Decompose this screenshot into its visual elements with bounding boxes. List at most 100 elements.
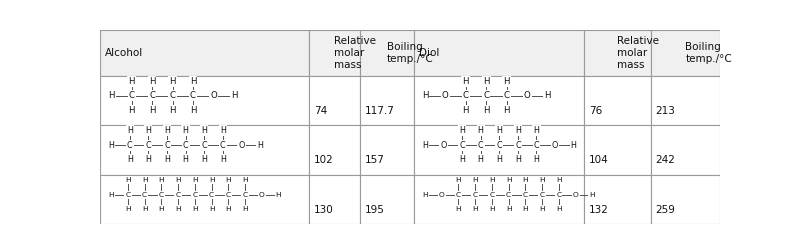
Text: H: H — [539, 206, 545, 212]
Text: H: H — [515, 126, 521, 135]
Text: C: C — [192, 192, 198, 198]
Text: H: H — [242, 206, 248, 212]
Text: H: H — [590, 192, 595, 198]
Bar — [100, 175, 309, 224]
Text: C: C — [159, 192, 164, 198]
Text: 117.7: 117.7 — [365, 106, 394, 116]
Text: H: H — [175, 177, 181, 183]
Bar — [309, 175, 360, 224]
Text: H: H — [462, 77, 469, 86]
Text: C: C — [504, 91, 510, 100]
Text: H: H — [506, 177, 511, 183]
Text: H: H — [220, 126, 226, 135]
Text: H: H — [539, 177, 545, 183]
Bar — [584, 125, 650, 175]
Text: C: C — [127, 141, 133, 150]
Text: H: H — [142, 177, 147, 183]
Text: H: H — [108, 192, 114, 198]
Text: H: H — [142, 206, 147, 212]
Text: H: H — [226, 177, 231, 183]
Text: Boiling
temp./°C: Boiling temp./°C — [686, 42, 732, 64]
Text: H: H — [149, 106, 155, 115]
Text: 242: 242 — [655, 155, 675, 165]
Text: H: H — [422, 91, 428, 100]
Text: H: H — [556, 206, 562, 212]
Text: O: O — [524, 91, 530, 100]
Text: H: H — [128, 77, 135, 86]
Text: 130: 130 — [314, 205, 334, 215]
Text: H: H — [108, 91, 114, 100]
Text: C: C — [126, 192, 130, 198]
Text: 76: 76 — [589, 106, 602, 116]
Text: H: H — [226, 206, 231, 212]
Text: Relative
molar
mass: Relative molar mass — [334, 37, 376, 70]
Text: H: H — [478, 126, 484, 135]
Text: C: C — [459, 141, 465, 150]
Text: H: H — [158, 177, 164, 183]
Text: H: H — [108, 141, 114, 150]
Text: H: H — [209, 206, 214, 212]
Text: H: H — [534, 155, 539, 164]
Text: H: H — [496, 155, 502, 164]
Text: H: H — [127, 126, 133, 135]
Text: H: H — [242, 177, 248, 183]
Bar — [584, 30, 650, 76]
Text: C: C — [129, 91, 134, 100]
Text: H: H — [472, 206, 478, 212]
Bar — [650, 125, 720, 175]
Text: H: H — [149, 77, 155, 86]
Text: H: H — [570, 141, 577, 150]
Bar — [414, 175, 584, 224]
Text: H: H — [192, 206, 198, 212]
Text: H: H — [506, 206, 511, 212]
Text: 132: 132 — [589, 205, 609, 215]
Bar — [650, 76, 720, 125]
Text: H: H — [522, 206, 528, 212]
Text: H: H — [489, 206, 494, 212]
Text: H: H — [146, 155, 151, 164]
Text: C: C — [483, 91, 490, 100]
Bar — [414, 76, 584, 125]
Text: C: C — [556, 192, 562, 198]
Text: C: C — [164, 141, 170, 150]
Text: C: C — [497, 141, 502, 150]
Text: H: H — [182, 155, 189, 164]
Bar — [360, 125, 414, 175]
Text: O: O — [438, 192, 445, 198]
Text: H: H — [276, 192, 282, 198]
Text: H: H — [202, 126, 207, 135]
Text: H: H — [459, 155, 465, 164]
Text: O: O — [210, 91, 217, 100]
Text: H: H — [422, 141, 428, 150]
Bar — [309, 30, 360, 76]
Text: 213: 213 — [655, 106, 675, 116]
Text: 74: 74 — [314, 106, 327, 116]
Text: 104: 104 — [589, 155, 609, 165]
Text: H: H — [192, 177, 198, 183]
Text: Diol: Diol — [418, 48, 439, 58]
Text: H: H — [522, 177, 528, 183]
Bar — [309, 125, 360, 175]
Text: C: C — [182, 141, 188, 150]
Text: C: C — [478, 141, 483, 150]
Text: H: H — [257, 141, 263, 150]
Text: H: H — [125, 206, 130, 212]
Text: H: H — [170, 106, 176, 115]
Text: H: H — [170, 77, 176, 86]
Text: C: C — [242, 192, 248, 198]
Text: H: H — [164, 155, 170, 164]
Text: H: H — [478, 155, 484, 164]
Bar — [100, 30, 309, 76]
Bar — [584, 175, 650, 224]
Text: Boiling
temp./°C: Boiling temp./°C — [386, 42, 434, 64]
Bar — [309, 76, 360, 125]
Text: H: H — [455, 206, 461, 212]
Text: H: H — [146, 126, 151, 135]
Text: C: C — [226, 192, 231, 198]
Text: H: H — [202, 155, 207, 164]
Text: H: H — [455, 177, 461, 183]
Text: H: H — [483, 106, 490, 115]
Bar — [360, 175, 414, 224]
Text: C: C — [220, 141, 226, 150]
Bar — [414, 30, 584, 76]
